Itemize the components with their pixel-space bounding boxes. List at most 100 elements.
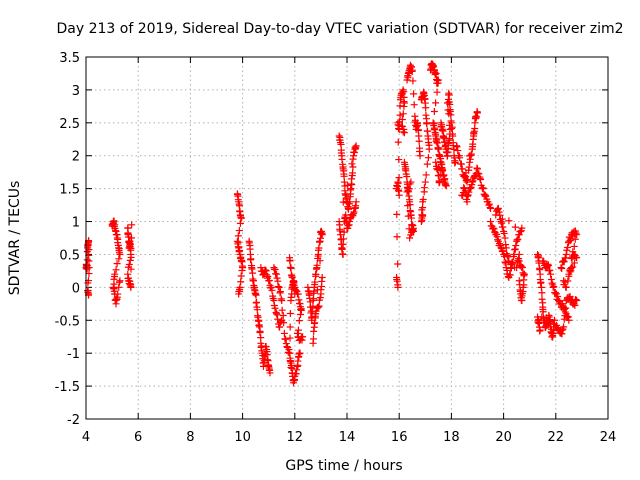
data-point xyxy=(115,283,123,291)
data-point xyxy=(282,335,290,343)
data-point xyxy=(404,212,412,220)
data-point xyxy=(438,126,446,134)
data-point xyxy=(237,214,245,222)
data-point xyxy=(115,255,123,263)
data-point xyxy=(433,88,441,96)
x-tick-label: 18 xyxy=(443,430,460,445)
data-point xyxy=(288,273,296,281)
x-tick-label: 8 xyxy=(186,430,194,445)
data-point xyxy=(420,188,428,196)
data-point xyxy=(571,235,579,243)
data-point xyxy=(405,225,413,233)
data-point xyxy=(495,208,503,216)
data-point xyxy=(494,236,502,244)
data-point xyxy=(313,261,321,269)
data-point xyxy=(550,316,558,324)
data-point xyxy=(237,278,245,286)
data-point xyxy=(344,181,352,189)
data-point xyxy=(294,326,302,334)
data-point xyxy=(485,200,493,208)
data-point xyxy=(395,156,403,164)
data-point xyxy=(400,125,408,133)
data-point xyxy=(407,178,415,186)
data-point xyxy=(487,218,495,226)
data-point xyxy=(422,171,430,179)
data-point xyxy=(234,232,242,240)
data-point xyxy=(472,114,480,122)
data-point xyxy=(399,110,407,118)
data-point xyxy=(344,205,352,213)
data-point xyxy=(293,366,301,374)
x-tick-label: 10 xyxy=(234,430,251,445)
data-point xyxy=(470,130,478,138)
data-point xyxy=(236,219,244,227)
data-point xyxy=(573,231,581,239)
x-tick-label: 4 xyxy=(82,430,90,445)
data-point xyxy=(127,265,135,273)
data-point xyxy=(263,271,271,279)
data-point xyxy=(501,234,509,242)
data-point xyxy=(416,152,424,160)
data-point xyxy=(395,174,403,182)
y-tick-label: -1.5 xyxy=(55,380,80,395)
data-points xyxy=(82,60,581,387)
y-tick-label: 1.5 xyxy=(59,183,80,198)
data-point xyxy=(315,302,323,310)
data-point xyxy=(293,329,301,337)
data-point xyxy=(297,306,305,314)
y-tick-label: 0.5 xyxy=(59,248,80,263)
data-point xyxy=(501,258,509,266)
data-point xyxy=(423,160,431,168)
data-point xyxy=(406,234,414,242)
data-point xyxy=(497,218,505,226)
data-point xyxy=(573,254,581,262)
x-tick-label: 22 xyxy=(548,430,565,445)
data-point xyxy=(339,250,347,258)
data-point xyxy=(536,326,544,334)
data-point xyxy=(398,122,406,130)
data-point xyxy=(286,334,294,342)
data-point xyxy=(474,109,481,117)
data-point xyxy=(512,242,520,250)
data-point xyxy=(308,313,316,321)
data-point xyxy=(489,224,497,232)
data-point xyxy=(286,309,294,317)
data-point xyxy=(458,165,466,173)
data-point xyxy=(515,231,523,239)
data-point xyxy=(274,282,282,290)
data-point xyxy=(490,225,498,233)
data-point xyxy=(393,210,401,218)
data-point xyxy=(340,228,348,236)
data-point xyxy=(433,139,441,147)
data-point xyxy=(498,219,506,227)
x-tick-label: 24 xyxy=(600,430,617,445)
data-point xyxy=(348,160,356,168)
data-point xyxy=(278,297,286,305)
data-point xyxy=(434,166,442,174)
data-point xyxy=(85,257,93,265)
data-point xyxy=(85,270,93,278)
data-point xyxy=(560,323,568,331)
data-point xyxy=(464,176,472,184)
y-tick-label: 2 xyxy=(72,150,80,165)
data-point xyxy=(414,121,422,129)
data-point xyxy=(447,111,455,119)
data-point xyxy=(557,264,565,272)
data-point xyxy=(570,242,578,250)
data-point xyxy=(116,277,124,285)
data-point xyxy=(511,223,519,231)
data-point xyxy=(442,181,450,189)
data-point xyxy=(453,143,461,151)
data-point xyxy=(268,286,276,294)
data-point xyxy=(445,91,453,99)
data-point xyxy=(462,177,470,185)
data-point xyxy=(282,340,290,348)
data-point xyxy=(238,266,246,274)
data-point xyxy=(432,99,440,107)
grid-layer xyxy=(86,57,608,419)
data-point xyxy=(547,270,555,278)
data-point xyxy=(514,235,522,243)
data-point xyxy=(539,308,547,316)
data-point xyxy=(449,132,457,140)
